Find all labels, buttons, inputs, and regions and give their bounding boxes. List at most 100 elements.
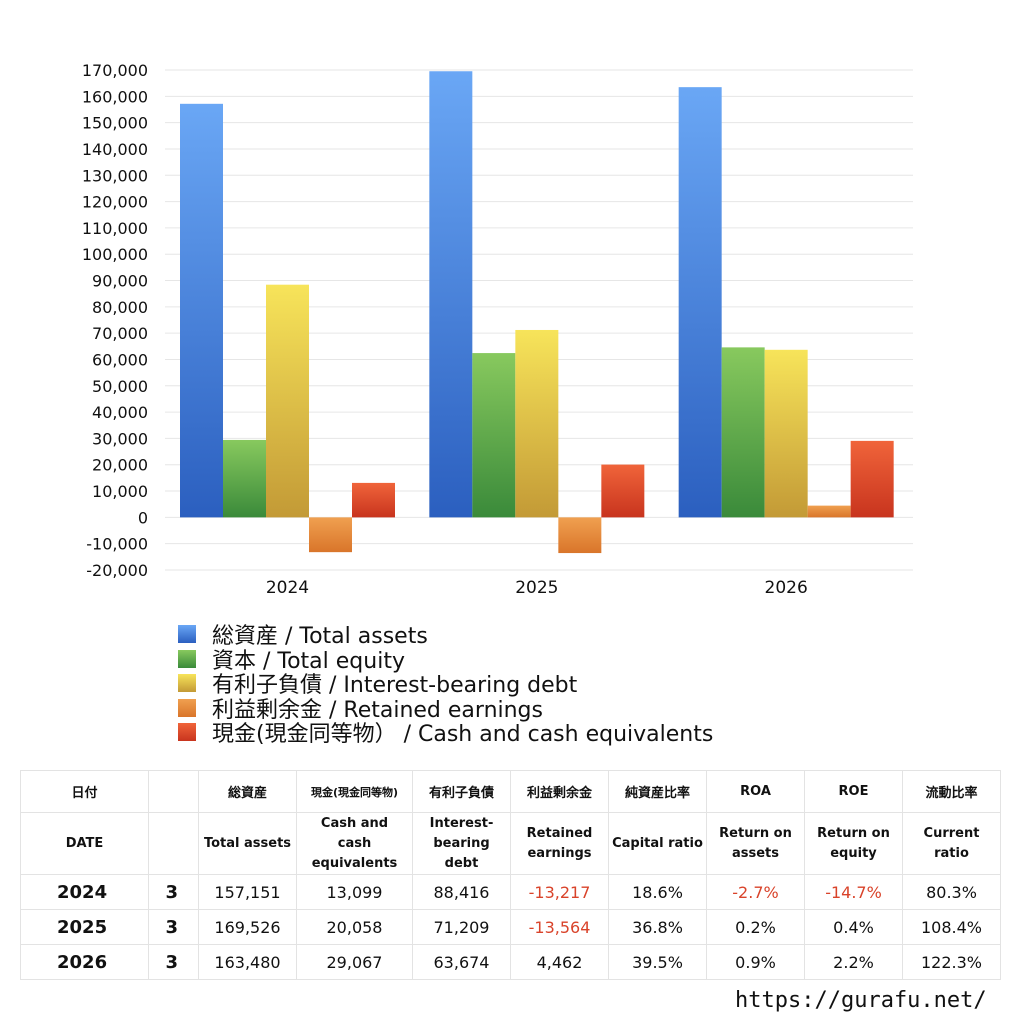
table-subheader-row: DATE Total assets Cash and cash equivale…	[20, 812, 1001, 875]
total-assets-cell: 163,480	[198, 944, 297, 980]
y-tick-label: 140,000	[82, 140, 148, 159]
header-cell: 流動比率	[902, 770, 1001, 813]
table-header-row: 日付 総資産 現金(現金同等物) 有利子負債 利益剰余金 純資産比率 ROA R…	[20, 770, 1001, 813]
cash-cell: 13,099	[296, 874, 413, 910]
bar-2024-series-2	[266, 284, 309, 518]
retained-cell: 4,462	[510, 944, 609, 980]
cash-cell: 29,067	[296, 944, 413, 980]
debt-cell: 88,416	[412, 874, 511, 910]
bar-2026-series-0	[678, 87, 722, 518]
bar-2025-series-1	[472, 353, 516, 518]
legend-swatch	[178, 698, 196, 717]
x-tick-label: 2025	[515, 578, 558, 598]
legend-swatch	[178, 649, 196, 668]
year-cell: 2026	[20, 944, 149, 980]
header-cell: 日付	[20, 770, 149, 813]
y-tick-label: 110,000	[82, 219, 148, 238]
bar-2026-series-4	[850, 440, 894, 518]
bar-2024-series-1	[223, 439, 266, 518]
header-cell: 現金(現金同等物)	[296, 770, 413, 813]
total-assets-cell: 157,151	[198, 874, 297, 910]
legend-swatch	[178, 723, 196, 742]
x-tick-label: 2026	[765, 578, 808, 598]
y-tick-label: 170,000	[82, 61, 148, 80]
year-cell: 2024	[20, 874, 149, 910]
bars	[180, 71, 894, 554]
capital-ratio-cell: 18.6%	[608, 874, 707, 910]
y-tick-label: 40,000	[92, 403, 148, 422]
bar-chart: 170,000 160,000 150,000 140,000 130,000 120,0…	[82, 61, 913, 598]
header-cell: Return on equity	[804, 812, 903, 875]
header-cell: Interest-bearing debt	[412, 812, 511, 875]
header-cell: Total assets	[198, 812, 297, 875]
financial-table: 日付 総資産 現金(現金同等物) 有利子負債 利益剰余金 純資産比率 ROA R…	[20, 770, 1001, 980]
month-cell: 3	[148, 944, 199, 980]
y-tick-label: 90,000	[92, 272, 148, 291]
month-cell: 3	[148, 874, 199, 910]
header-cell	[148, 812, 199, 875]
legend-item-interest-bearing-debt: 有利子負債 / Interest-bearing debt	[178, 671, 713, 698]
bar-2024-series-3	[309, 517, 352, 553]
header-cell: Return on assets	[706, 812, 805, 875]
y-tick-label: -10,000	[86, 535, 148, 554]
x-axis: 2024 2025 2026	[266, 578, 808, 598]
capital-ratio-cell: 39.5%	[608, 944, 707, 980]
current-ratio-cell: 80.3%	[902, 874, 1001, 910]
y-tick-label: 120,000	[82, 193, 148, 212]
header-cell: Current ratio	[902, 812, 1001, 875]
roe-cell: 0.4%	[804, 909, 903, 945]
bar-2025-series-4	[601, 464, 645, 518]
year-cell: 2025	[20, 909, 149, 945]
y-axis: 170,000 160,000 150,000 140,000 130,000 120,0…	[82, 61, 148, 580]
retained-cell: -13,217	[510, 874, 609, 910]
total-assets-cell: 169,526	[198, 909, 297, 945]
y-tick-label: 60,000	[92, 350, 148, 369]
retained-cell: -13,564	[510, 909, 609, 945]
roe-cell: 2.2%	[804, 944, 903, 980]
header-cell: Capital ratio	[608, 812, 707, 875]
header-cell: Retained earnings	[510, 812, 609, 875]
roa-cell: 0.9%	[706, 944, 805, 980]
table-row: 2026 3 163,480 29,067 63,674 4,462 39.5%…	[20, 944, 1001, 980]
legend-label: 現金(現金同等物） / Cash and cash equivalents	[212, 722, 714, 748]
header-cell: 純資産比率	[608, 770, 707, 813]
header-cell: ROE	[804, 770, 903, 813]
bar-2026-series-1	[721, 347, 765, 518]
header-cell: 総資産	[198, 770, 297, 813]
y-tick-label: 160,000	[82, 87, 148, 106]
debt-cell: 71,209	[412, 909, 511, 945]
site-url: https://gurafu.net/	[735, 988, 987, 1013]
legend-item-total-assets: 総資産 / Total assets	[178, 622, 713, 649]
legend-swatch	[178, 625, 196, 644]
legend-item-retained-earnings: 利益剰余金 / Retained earnings	[178, 696, 713, 723]
header-cell	[148, 770, 199, 813]
cash-cell: 20,058	[296, 909, 413, 945]
x-tick-label: 2024	[266, 578, 309, 598]
header-cell: ROA	[706, 770, 805, 813]
y-tick-label: 50,000	[92, 377, 148, 396]
month-cell: 3	[148, 909, 199, 945]
y-tick-label: 130,000	[82, 166, 148, 185]
roa-cell: 0.2%	[706, 909, 805, 945]
header-cell: DATE	[20, 812, 149, 875]
legend-label: 資本 / Total equity	[212, 648, 405, 674]
y-tick-label: 100,000	[82, 245, 148, 264]
roa-cell: -2.7%	[706, 874, 805, 910]
y-tick-label: 70,000	[92, 324, 148, 343]
current-ratio-cell: 108.4%	[902, 909, 1001, 945]
bar-2026-series-2	[764, 349, 808, 518]
bar-2025-series-2	[515, 329, 559, 518]
y-tick-label: 20,000	[92, 456, 148, 475]
header-cell: 有利子負債	[412, 770, 511, 813]
y-tick-label: 80,000	[92, 298, 148, 317]
bar-2025-series-3	[558, 517, 602, 554]
bar-2024-series-4	[352, 482, 395, 518]
bar-2024-series-0	[180, 103, 223, 518]
table-row: 2024 3 157,151 13,099 88,416 -13,217 18.…	[20, 874, 1001, 910]
bar-2026-series-3	[807, 505, 851, 518]
y-tick-label: 10,000	[92, 482, 148, 501]
y-tick-label: 0	[138, 508, 148, 527]
header-cell: 利益剰余金	[510, 770, 609, 813]
capital-ratio-cell: 36.8%	[608, 909, 707, 945]
legend-item-cash: 現金(現金同等物） / Cash and cash equivalents	[178, 720, 713, 747]
